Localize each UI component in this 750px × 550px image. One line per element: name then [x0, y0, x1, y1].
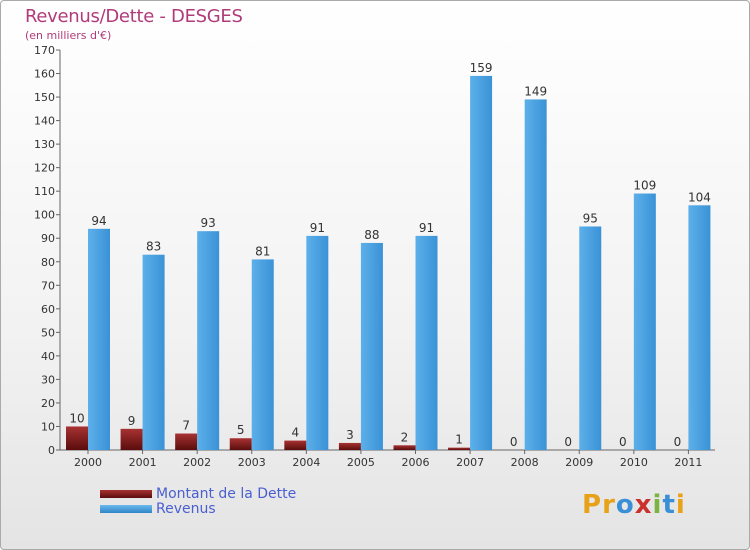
legend: Montant de la Dette Revenus [100, 485, 297, 517]
x-tick-label: 2005 [347, 456, 375, 469]
logo-letter: i [652, 490, 663, 520]
data-label-debt: 0 [619, 435, 627, 449]
x-tick-label: 2001 [129, 456, 157, 469]
y-tick-label: 30 [41, 373, 55, 386]
y-tick-label: 80 [41, 256, 55, 269]
bar-revenue [88, 228, 110, 450]
y-tick-label: 90 [41, 232, 55, 245]
y-tick-label: 140 [34, 115, 55, 128]
bar-debt [338, 442, 361, 450]
data-label-revenue: 95 [583, 211, 598, 225]
data-label-debt: 0 [674, 435, 682, 449]
legend-swatch-debt [100, 489, 152, 498]
data-label-revenue: 88 [364, 228, 379, 242]
data-label-revenue: 91 [419, 221, 434, 235]
bar-debt [120, 428, 143, 450]
bar-revenue [579, 226, 602, 450]
data-label-debt: 4 [292, 426, 300, 440]
data-label-debt: 7 [182, 419, 190, 433]
x-tick-label: 2000 [74, 456, 102, 469]
data-label-debt: 1 [455, 433, 463, 447]
bar-debt [229, 438, 252, 450]
x-tick-label: 2010 [620, 456, 648, 469]
y-tick-label: 120 [34, 162, 55, 175]
data-label-revenue: 94 [91, 214, 106, 228]
bar-revenue [306, 235, 329, 450]
y-tick-label: 60 [41, 303, 55, 316]
logo-letter: r [602, 490, 616, 520]
bar-revenue [415, 235, 438, 450]
y-tick-label: 160 [34, 68, 55, 81]
logo-letter: o [615, 490, 635, 520]
logo-letter: P [582, 490, 603, 520]
bar-debt [284, 440, 307, 450]
data-label-revenue: 104 [688, 190, 711, 204]
data-label-revenue: 109 [633, 179, 656, 193]
bar-revenue [688, 205, 711, 450]
x-tick-label: 2009 [565, 456, 593, 469]
bar-revenue [142, 254, 165, 450]
y-tick-label: 40 [41, 350, 55, 363]
bar-revenue [524, 99, 547, 450]
chart-subtitle: (en milliers d'€) [25, 29, 112, 42]
legend-item-debt: Montant de la Dette [100, 485, 297, 502]
y-tick-label: 10 [41, 420, 55, 433]
bar-debt [393, 445, 416, 450]
x-tick-label: 2003 [238, 456, 266, 469]
data-label-debt: 2 [401, 430, 409, 444]
data-label-revenue: 159 [470, 61, 493, 75]
y-tick-label: 150 [34, 91, 55, 104]
bar-revenue [251, 259, 274, 450]
legend-label-revenue: Revenus [156, 500, 216, 517]
x-tick-label: 2002 [183, 456, 211, 469]
y-tick-label: 70 [41, 279, 55, 292]
logo-letter: i [675, 490, 686, 520]
proxiti-logo: Proxiti [582, 490, 686, 520]
y-tick-label: 130 [34, 138, 55, 151]
data-label-revenue: 83 [146, 240, 161, 254]
legend-item-revenue: Revenus [100, 500, 296, 517]
data-label-revenue: 149 [524, 84, 547, 98]
x-tick-label: 2004 [292, 456, 320, 469]
y-tick-label: 50 [41, 326, 55, 339]
bar-debt [66, 426, 88, 450]
data-label-revenue: 93 [201, 216, 216, 230]
y-tick-label: 170 [34, 44, 55, 57]
bar-revenue [633, 193, 656, 450]
data-label-debt: 3 [346, 428, 354, 442]
logo-letter: t [662, 490, 676, 520]
data-label-debt: 5 [237, 423, 245, 437]
data-label-debt: 0 [510, 435, 518, 449]
y-tick-label: 20 [41, 397, 55, 410]
x-tick-label: 2011 [674, 456, 702, 469]
x-tick-label: 2006 [402, 456, 430, 469]
data-label-debt: 10 [69, 411, 84, 425]
data-label-debt: 0 [564, 435, 572, 449]
legend-swatch-revenue [100, 504, 152, 513]
data-label-debt: 9 [128, 414, 136, 428]
data-label-revenue: 81 [255, 244, 270, 258]
x-tick-label: 2007 [456, 456, 484, 469]
x-tick-label: 2008 [511, 456, 539, 469]
data-label-revenue: 91 [310, 221, 325, 235]
bar-revenue [470, 75, 493, 450]
bar-debt [448, 447, 471, 450]
y-tick-label: 110 [34, 185, 55, 198]
bar-debt [175, 433, 198, 450]
logo-letter: x [634, 490, 653, 520]
legend-label-debt: Montant de la Dette [156, 485, 297, 502]
bar-revenue [197, 231, 220, 450]
chart-title: Revenus/Dette - DESGES [25, 6, 243, 27]
y-tick-label: 100 [34, 209, 55, 222]
y-tick-label: 0 [48, 444, 55, 457]
bar-revenue [360, 242, 383, 450]
